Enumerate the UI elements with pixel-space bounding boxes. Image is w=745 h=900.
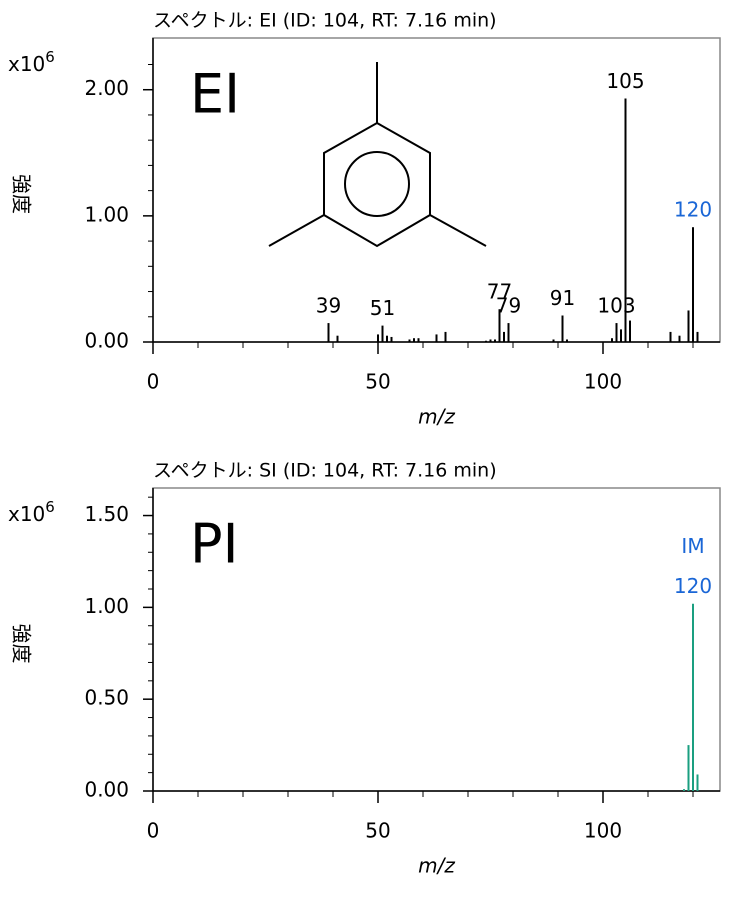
y-tick-label: 0.00 [84, 778, 129, 802]
peak-label: 39 [316, 294, 341, 318]
y-scale-base: x10 [8, 52, 45, 76]
peak-label: 79 [496, 294, 521, 318]
peak-label: 120 [674, 198, 712, 222]
peak-label: 51 [370, 296, 395, 320]
x-axis-label: m/z [418, 854, 455, 878]
y-axis-label: 強度 [10, 174, 34, 214]
badge: EI [190, 63, 240, 126]
x-tick-label: 0 [147, 370, 160, 394]
molecule-structure [268, 62, 487, 248]
badge: PI [190, 513, 239, 576]
x-tick-label: 0 [147, 819, 160, 843]
peak-label: 91 [550, 286, 575, 310]
y-axis-label: 強度 [10, 624, 34, 664]
y-tick-label: 1.50 [84, 502, 129, 526]
x-tick-label: 50 [365, 370, 390, 394]
y-scale-exponent: 6 [45, 48, 55, 66]
peak-label: 77 [487, 280, 512, 304]
peak-label: 105 [606, 69, 644, 93]
y-scale: x106 [8, 498, 55, 526]
x-axis-label: m/z [418, 405, 455, 429]
y-tick-label: 1.00 [84, 594, 129, 618]
chart-title: スペクトル: SI (ID: 104, RT: 7.16 min) [153, 460, 497, 482]
x-tick-label: 50 [365, 819, 390, 843]
y-tick-label: 0.00 [84, 329, 129, 353]
x-tick-label: 100 [584, 370, 622, 394]
peak-label: 120 [674, 574, 712, 598]
peak-tag: IM [681, 534, 704, 558]
y-tick-label: 0.50 [84, 686, 129, 710]
y-tick-label: 1.00 [84, 202, 129, 226]
x-tick-label: 100 [584, 819, 622, 843]
y-scale-base: x10 [8, 502, 45, 526]
chart-title: スペクトル: EI (ID: 104, RT: 7.16 min) [153, 10, 497, 32]
y-scale: x106 [8, 48, 55, 76]
y-tick-label: 2.00 [84, 76, 129, 100]
peak-label: 103 [597, 294, 635, 318]
y-scale-exponent: 6 [45, 498, 55, 516]
